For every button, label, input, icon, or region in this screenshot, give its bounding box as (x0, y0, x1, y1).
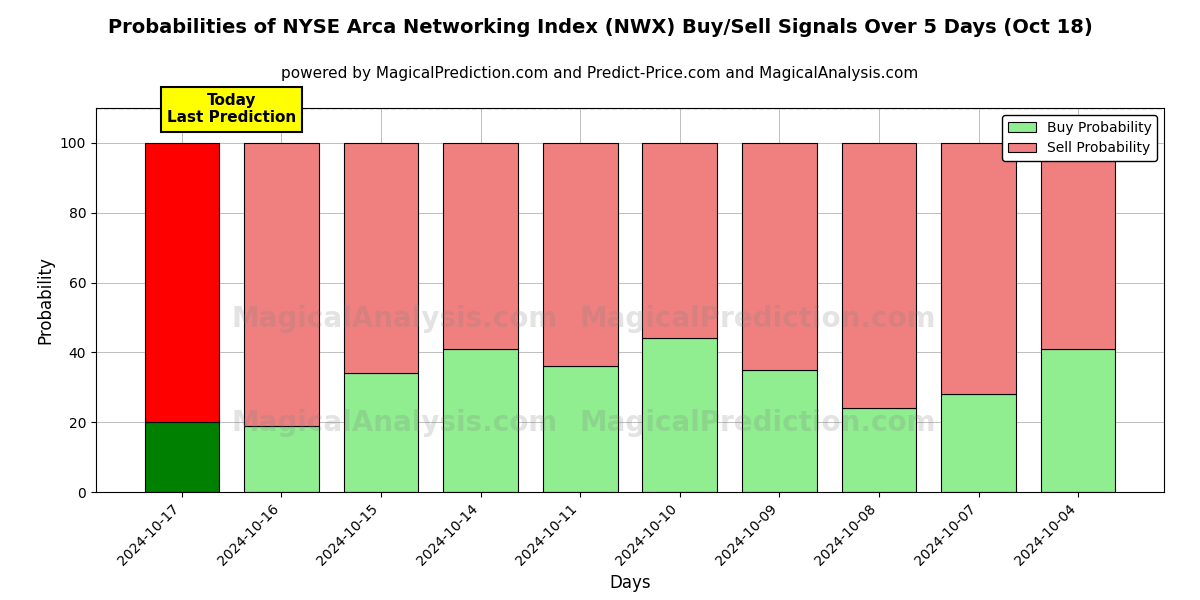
Text: Probabilities of NYSE Arca Networking Index (NWX) Buy/Sell Signals Over 5 Days (: Probabilities of NYSE Arca Networking In… (108, 18, 1092, 37)
Bar (642, 143, 718, 338)
Bar (343, 373, 419, 492)
Bar (742, 370, 817, 492)
Bar (443, 349, 518, 492)
Bar (742, 143, 817, 370)
Bar (244, 425, 319, 492)
Bar (1040, 143, 1116, 349)
Text: Today
Last Prediction: Today Last Prediction (167, 93, 296, 125)
X-axis label: Days: Days (610, 574, 650, 592)
Text: powered by MagicalPrediction.com and Predict-Price.com and MagicalAnalysis.com: powered by MagicalPrediction.com and Pre… (281, 66, 919, 81)
Bar (144, 422, 220, 492)
Bar (1040, 349, 1116, 492)
Text: MagicalPrediction.com: MagicalPrediction.com (580, 305, 936, 333)
Bar (542, 143, 618, 367)
Bar (144, 143, 220, 422)
Text: MagicalAnalysis.com: MagicalAnalysis.com (232, 305, 558, 333)
Bar (343, 143, 419, 373)
Bar (542, 367, 618, 492)
Text: MagicalAnalysis.com: MagicalAnalysis.com (232, 409, 558, 437)
Bar (443, 143, 518, 349)
Bar (941, 143, 1016, 394)
Y-axis label: Probability: Probability (36, 256, 54, 344)
Text: MagicalPrediction.com: MagicalPrediction.com (580, 409, 936, 437)
Legend: Buy Probability, Sell Probability: Buy Probability, Sell Probability (1002, 115, 1157, 161)
Bar (941, 394, 1016, 492)
Bar (841, 143, 917, 408)
Bar (244, 143, 319, 425)
Bar (642, 338, 718, 492)
Bar (841, 408, 917, 492)
